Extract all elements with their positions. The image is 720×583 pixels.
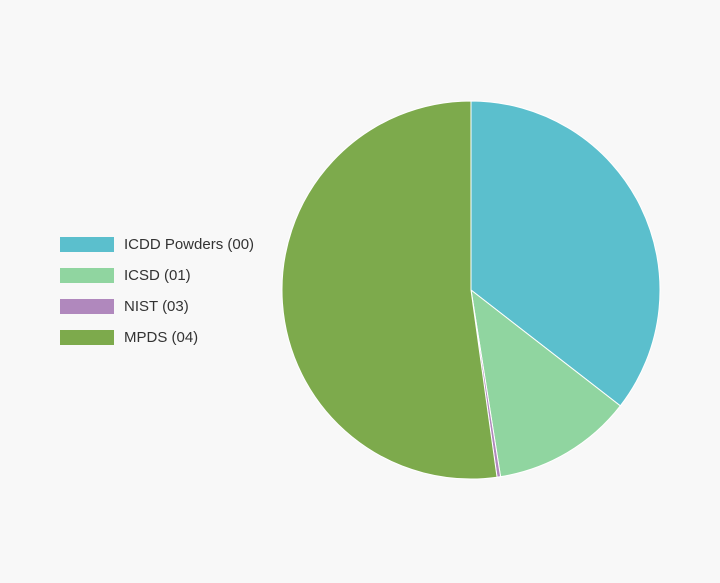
legend-swatch: [60, 329, 114, 345]
legend-label: MPDS (04): [124, 328, 199, 346]
legend-swatch: [60, 267, 114, 283]
legend-item-nist[interactable]: NIST (03): [60, 296, 254, 316]
slice-icdd-powders[interactable]: [470, 100, 661, 407]
chart-legend: ICDD Powders (00) ICSD (01) NIST (03) MP…: [60, 234, 254, 358]
legend-swatch: [60, 236, 114, 252]
legend-label: ICDD Powders (00): [124, 235, 255, 253]
legend-label: NIST (03): [124, 297, 189, 315]
slice-icsd[interactable]: [470, 288, 622, 478]
legend-swatch: [60, 298, 114, 314]
legend-item-icdd[interactable]: ICDD Powders (00): [60, 234, 254, 254]
legend-label: ICSD (01): [124, 266, 191, 284]
legend-item-icsd[interactable]: ICSD (01): [60, 265, 254, 285]
legend-item-mpds[interactable]: MPDS (04): [60, 327, 254, 347]
slice-mpds[interactable]: [281, 100, 498, 480]
